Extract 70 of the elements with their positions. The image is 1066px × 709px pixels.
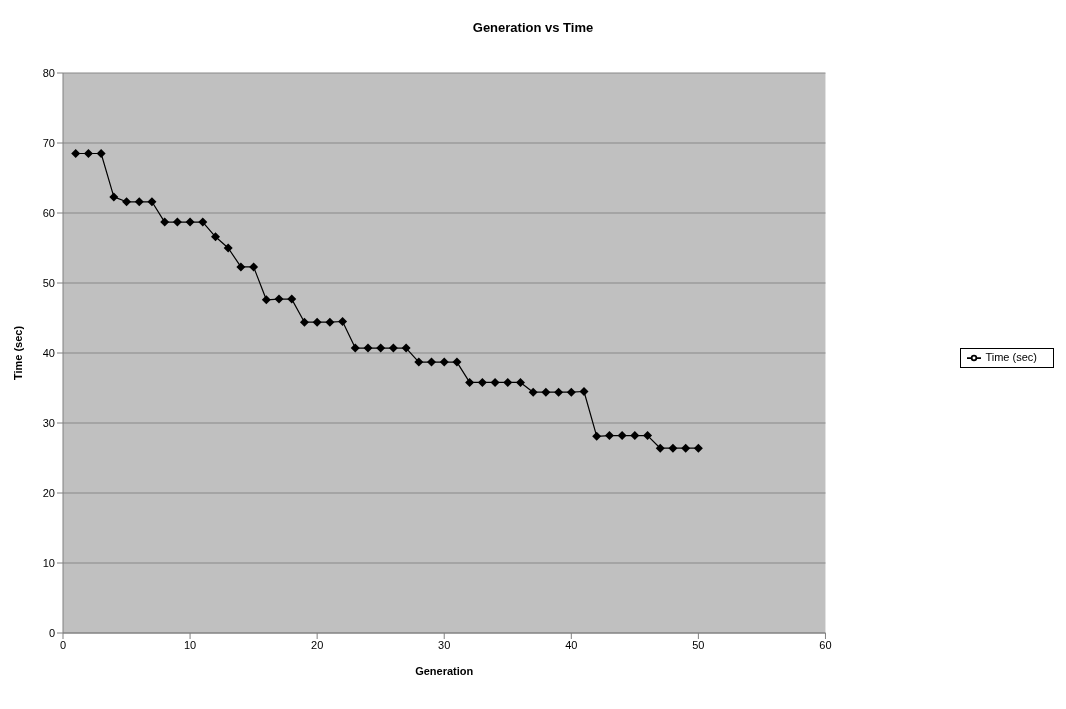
point (414, 357, 424, 367)
point (388, 343, 398, 353)
point (528, 387, 538, 397)
point (249, 262, 259, 272)
point (299, 317, 309, 327)
point (147, 197, 157, 207)
point (287, 294, 297, 304)
y-tick-label: 10 (42, 556, 55, 569)
point (477, 377, 487, 387)
point (592, 431, 602, 441)
y-axis-title: Time (sec) (11, 325, 24, 381)
point (630, 431, 640, 441)
point (515, 377, 525, 387)
point (693, 443, 703, 453)
point (503, 377, 513, 387)
point (185, 217, 195, 227)
point (439, 357, 449, 367)
x-tick-label: 20 (311, 638, 324, 651)
point (604, 431, 614, 441)
x-tick-label: 0 (59, 638, 67, 651)
x-tick-label: 10 (183, 638, 197, 651)
point (236, 262, 246, 272)
point (681, 443, 691, 453)
point (71, 149, 81, 158)
x-tick-label: 60 (819, 638, 832, 651)
point (452, 357, 462, 367)
x-tick-label: 40 (565, 638, 578, 651)
point (617, 431, 627, 441)
point (401, 343, 411, 353)
y-tick-label: 30 (42, 416, 55, 429)
point (261, 295, 271, 305)
point (312, 317, 322, 327)
point (325, 317, 335, 327)
point (490, 377, 500, 387)
point (210, 232, 220, 242)
y-tick-label: 20 (42, 486, 55, 499)
point (427, 357, 437, 367)
point (96, 149, 106, 158)
point (655, 443, 665, 453)
point (554, 387, 564, 397)
y-tick-label: 70 (42, 136, 55, 149)
point (579, 387, 589, 396)
x-tick-label: 50 (692, 638, 705, 651)
point (376, 343, 386, 353)
point (350, 343, 360, 353)
point (109, 192, 119, 202)
point (566, 387, 576, 397)
y-tick-label: 50 (42, 276, 55, 289)
point (198, 217, 208, 227)
chart-title: Generation vs Time (471, 20, 595, 35)
point (541, 387, 551, 397)
point (643, 431, 653, 441)
x-axis-title: Generation (415, 665, 474, 677)
point (172, 217, 182, 227)
point (122, 197, 132, 207)
y-tick-label: 40 (42, 346, 55, 359)
x-tick-label: 30 (438, 638, 451, 651)
point (160, 217, 170, 227)
y-tick-label: 80 (42, 66, 55, 79)
point (274, 294, 284, 304)
point (363, 343, 373, 353)
point (338, 317, 348, 326)
y-tick-label: 0 (48, 626, 55, 639)
legend-label: Time (sec) (985, 350, 1037, 363)
point (83, 149, 93, 158)
point (134, 197, 144, 207)
y-tick-label: 60 (42, 206, 55, 219)
point (223, 243, 233, 253)
point (668, 443, 678, 453)
point (465, 377, 475, 387)
